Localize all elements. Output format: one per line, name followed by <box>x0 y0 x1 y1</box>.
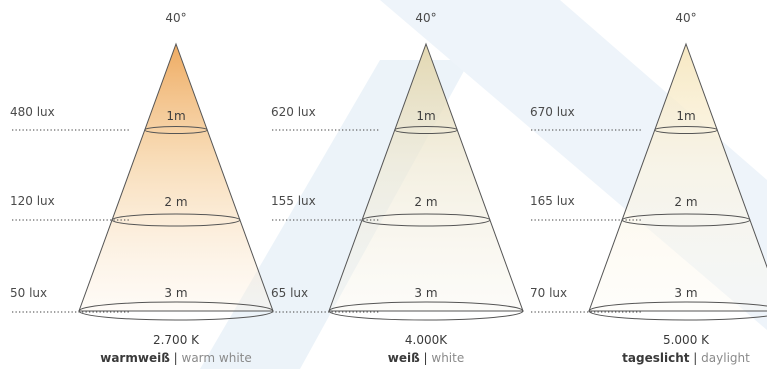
lux-label-1: 620 lux <box>271 105 316 119</box>
color-temperature: 2.700 K <box>153 333 200 347</box>
distance-label-3: 3 m <box>674 286 697 300</box>
distance-label-2: 2 m <box>414 195 437 209</box>
distance-label-1: 1m <box>676 109 695 123</box>
beam-angle-label: 40° <box>415 11 436 25</box>
color-temperature: 4.000K <box>405 333 448 347</box>
distance-ring-2 <box>361 213 491 227</box>
lux-label-2: 165 lux <box>530 194 575 208</box>
caption-separator: | <box>689 351 701 365</box>
caption-separator: | <box>420 351 432 365</box>
lux-label-3: 70 lux <box>530 286 567 300</box>
lux-label-3: 50 lux <box>10 286 47 300</box>
cone-3: 40° 670 lux 165 lux 70 lux 1m 2 m 3 m 5.000 K ta… <box>530 11 767 365</box>
color-caption: warmweiß | warm white <box>100 351 252 365</box>
caption-separator: | <box>170 351 182 365</box>
distance-ring-3 <box>588 301 767 321</box>
color-caption: weiß | white <box>388 351 464 365</box>
distance-ring-3 <box>78 301 274 321</box>
light-cone <box>328 42 524 312</box>
beam-angle-label: 40° <box>165 11 186 25</box>
light-cone <box>588 42 767 312</box>
distance-label-3: 3 m <box>414 286 437 300</box>
caption-german: warmweiß <box>100 351 170 365</box>
color-temperature: 5.000 K <box>663 333 710 347</box>
distance-label-3: 3 m <box>164 286 187 300</box>
cone-2: 40° 620 lux 155 lux 65 lux 1m 2 m 3 m 4.000K wei… <box>271 11 524 365</box>
lux-label-2: 155 lux <box>271 194 316 208</box>
distance-label-1: 1m <box>416 109 435 123</box>
caption-english: white <box>431 351 464 365</box>
distance-ring-1 <box>394 126 458 134</box>
caption-english: daylight <box>701 351 750 365</box>
cone-1: 40° 480 lux 120 lux 50 lux 1m 2 m 3 m 2.700 K wa… <box>10 11 274 365</box>
distance-ring-2 <box>111 213 241 227</box>
lux-label-2: 120 lux <box>10 194 55 208</box>
color-caption: tageslicht | daylight <box>622 351 750 365</box>
caption-german: weiß <box>388 351 420 365</box>
light-cone <box>78 42 274 312</box>
lux-label-1: 670 lux <box>530 105 575 119</box>
caption-german: tageslicht <box>622 351 690 365</box>
caption-english: warm white <box>182 351 252 365</box>
lux-label-3: 65 lux <box>271 286 308 300</box>
cone-group: 40° 480 lux 120 lux 50 lux 1m 2 m 3 m 2.700 K wa… <box>10 11 767 365</box>
distance-label-2: 2 m <box>164 195 187 209</box>
distance-ring-3 <box>328 301 524 321</box>
lux-label-1: 480 lux <box>10 105 55 119</box>
distance-label-1: 1m <box>166 109 185 123</box>
distance-ring-1 <box>654 126 718 134</box>
distance-label-2: 2 m <box>674 195 697 209</box>
beam-angle-label: 40° <box>675 11 696 25</box>
distance-ring-1 <box>144 126 208 134</box>
